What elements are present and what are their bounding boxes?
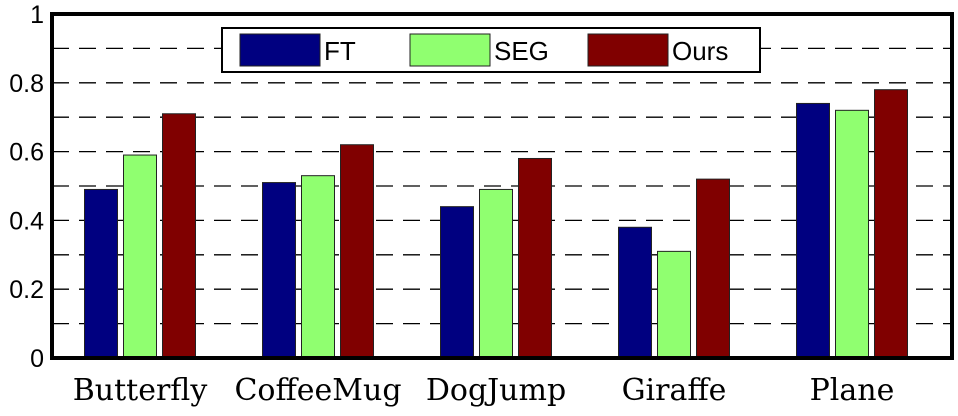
bar-seg-plane xyxy=(835,109,869,359)
bar-ft-plane xyxy=(796,102,830,359)
legend-swatch-ours xyxy=(587,33,669,67)
bar-ours-coffeemug xyxy=(340,144,374,359)
legend-swatch-ft xyxy=(239,33,321,67)
bar-ft-butterfly xyxy=(84,188,118,359)
y-tick-label: 0.6 xyxy=(9,139,44,167)
y-tick-label: 0.8 xyxy=(9,70,44,98)
y-tick-label: 0 xyxy=(30,345,44,373)
y-tick-label: 0.2 xyxy=(9,276,44,304)
bar-ours-plane xyxy=(874,89,908,359)
legend: FT SEG Ours xyxy=(221,27,761,73)
y-tick-label: 0.4 xyxy=(9,207,44,235)
legend-label-seg: SEG xyxy=(494,36,549,66)
bar-seg-giraffe xyxy=(657,250,691,359)
legend-label-ft: FT xyxy=(324,36,356,66)
bar-ours-giraffe xyxy=(696,178,730,359)
x-tick-label: Giraffe xyxy=(622,373,727,408)
bar-ft-giraffe xyxy=(618,226,652,359)
x-tick-label: DogJump xyxy=(426,373,566,408)
x-tick-label: Butterfly xyxy=(73,373,208,408)
bar-seg-coffeemug xyxy=(301,175,335,359)
bar-seg-butterfly xyxy=(123,154,157,359)
bar-ft-coffeemug xyxy=(262,182,296,359)
x-tick-label: Plane xyxy=(810,373,895,408)
legend-swatch-seg xyxy=(409,33,491,67)
bar-ft-dogjump xyxy=(440,206,474,359)
legend-label-ours: Ours xyxy=(672,36,728,66)
bar-seg-dogjump xyxy=(479,188,513,359)
x-tick-label: CoffeeMug xyxy=(234,373,401,408)
plot-frame xyxy=(50,12,954,360)
y-tick-label: 1 xyxy=(30,1,44,29)
bar-ours-dogjump xyxy=(518,157,552,359)
bar-ours-butterfly xyxy=(162,113,196,359)
